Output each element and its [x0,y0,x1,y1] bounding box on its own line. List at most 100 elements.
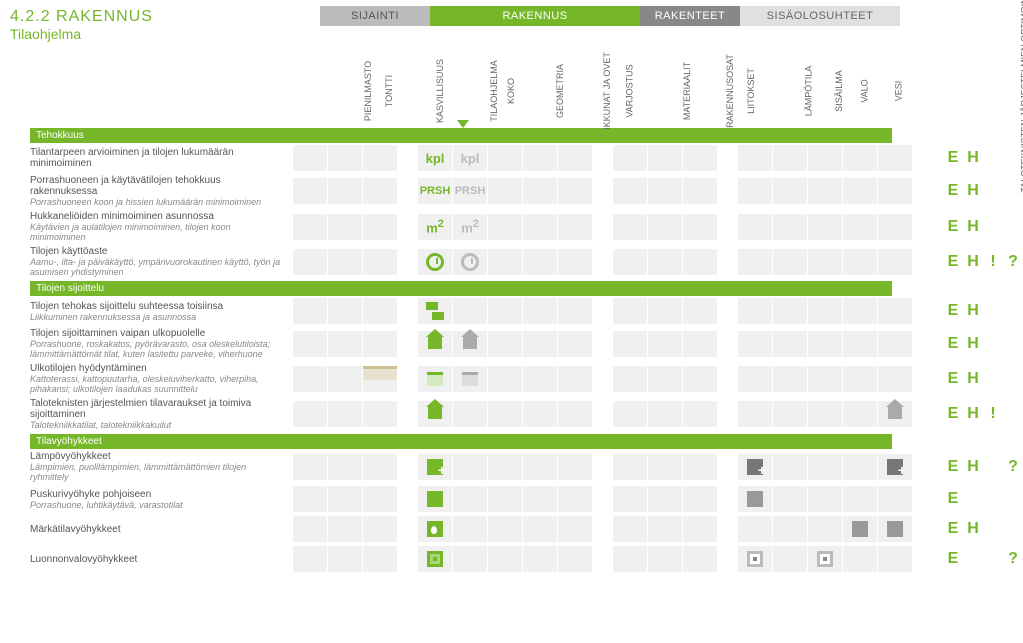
row-label: Luonnonvalovyöhykkeet [0,554,293,565]
flag-?: ? [1003,458,1023,476]
matrix-cell [648,298,683,324]
group-header: Tilojen sijoittelu [30,281,892,296]
cell-icon [427,459,443,475]
matrix-cell [808,249,843,275]
matrix-cell [773,401,808,427]
cell-icon [747,551,763,567]
cell-icon [427,372,443,386]
row-label: Tilantarpeen arvioiminen ja tilojen luku… [0,147,293,169]
flag-!: ! [983,405,1003,423]
tab-rakennus[interactable]: RAKENNUS [430,6,640,26]
row-label: Tilojen tehokas sijoittelu suhteessa toi… [0,301,293,322]
row-label: Ulkotilojen hyödyntäminenKattoterassi, k… [0,363,293,394]
tab-sijainti[interactable]: SIJAINTI [320,6,430,26]
flag-H: H [963,520,983,538]
matrix-cell [453,486,488,512]
matrix-cell [773,546,808,572]
flag-?: ? [1003,253,1023,271]
matrix-cell [613,298,648,324]
matrix-cell [808,486,843,512]
matrix-cell [488,454,523,480]
matrix-cell [878,145,913,171]
matrix-row: MärkätilavyöhykkeetEH [0,514,1023,544]
matrix-cell [738,454,773,480]
matrix-cell: PRSH [453,178,488,204]
tab-sisaolosuhteet[interactable]: SISÄOLOSUHTEET [740,6,900,26]
matrix-cell [738,366,773,392]
flag-H: H [963,182,983,200]
matrix-cell [453,249,488,275]
matrix-cell [328,214,363,240]
flag-E: E [943,302,963,320]
matrix-cell [648,366,683,392]
matrix-cell [558,486,593,512]
matrix-cell [808,546,843,572]
group-header: Tehokkuus [30,128,892,143]
matrix-cell [738,214,773,240]
flag-E: E [943,458,963,476]
cell-icon [426,407,444,421]
cell-icon [462,372,478,386]
cell-icon: PRSH [420,185,451,197]
matrix-cell [773,145,808,171]
matrix-cell [613,145,648,171]
tab-rakenteet[interactable]: RAKENTEET [640,6,740,26]
matrix-cell [683,145,718,171]
cell-icon [747,459,763,475]
matrix-cell [523,214,558,240]
matrix-cell [558,401,593,427]
matrix-cell [363,516,398,542]
row-cells [293,454,933,480]
flag-! [983,458,1003,476]
matrix-cell: PRSH [418,178,453,204]
matrix-cell [808,516,843,542]
matrix-cell [773,516,808,542]
cell-icon [886,407,904,421]
matrix-cell [773,178,808,204]
cell-icon [461,253,479,271]
matrix-cell [363,546,398,572]
matrix-row: LuonnonvalovyöhykkeetE? [0,544,1023,574]
matrix-cell [613,366,648,392]
matrix-cell [613,486,648,512]
flag-! [983,370,1003,388]
flag-H: H [963,253,983,271]
matrix-cell [453,298,488,324]
matrix-cell [683,486,718,512]
flag-H: H [963,370,983,388]
matrix-cell [683,516,718,542]
flag-H: H [963,458,983,476]
matrix-rows: Tehokkuus Tilantarpeen arvioiminen ja til… [0,128,1023,574]
matrix-cell [738,401,773,427]
matrix-cell [453,546,488,572]
flag-E: E [943,218,963,236]
matrix-cell [648,546,683,572]
cell-icon: PRSH [455,185,486,197]
flag-H: H [963,149,983,167]
matrix-cell [808,178,843,204]
matrix-cell [843,454,878,480]
matrix-cell [328,486,363,512]
matrix-cell [363,145,398,171]
matrix-cell [453,401,488,427]
matrix-cell [363,454,398,480]
matrix-cell [843,178,878,204]
matrix-cell [488,145,523,171]
matrix-row: Porrashuoneen ja käytävätilojen tehokkuu… [0,173,1023,209]
cell-icon [887,459,903,475]
flag-H: H [963,218,983,236]
row-flags: EH [943,182,1023,200]
matrix-cell [808,214,843,240]
matrix-cell [363,178,398,204]
matrix-grid: PIENILMASTOTONTTIKASVILLISUUSTILAOHJELMA… [0,46,1023,574]
matrix-cell [418,486,453,512]
matrix-cell [773,486,808,512]
matrix-cell [418,546,453,572]
matrix-cell [488,401,523,427]
matrix-cell [683,178,718,204]
matrix-cell: kpl [453,145,488,171]
matrix-cell [363,298,398,324]
matrix-cell [738,331,773,357]
matrix-cell [808,331,843,357]
cell-icon: m2 [461,218,479,235]
